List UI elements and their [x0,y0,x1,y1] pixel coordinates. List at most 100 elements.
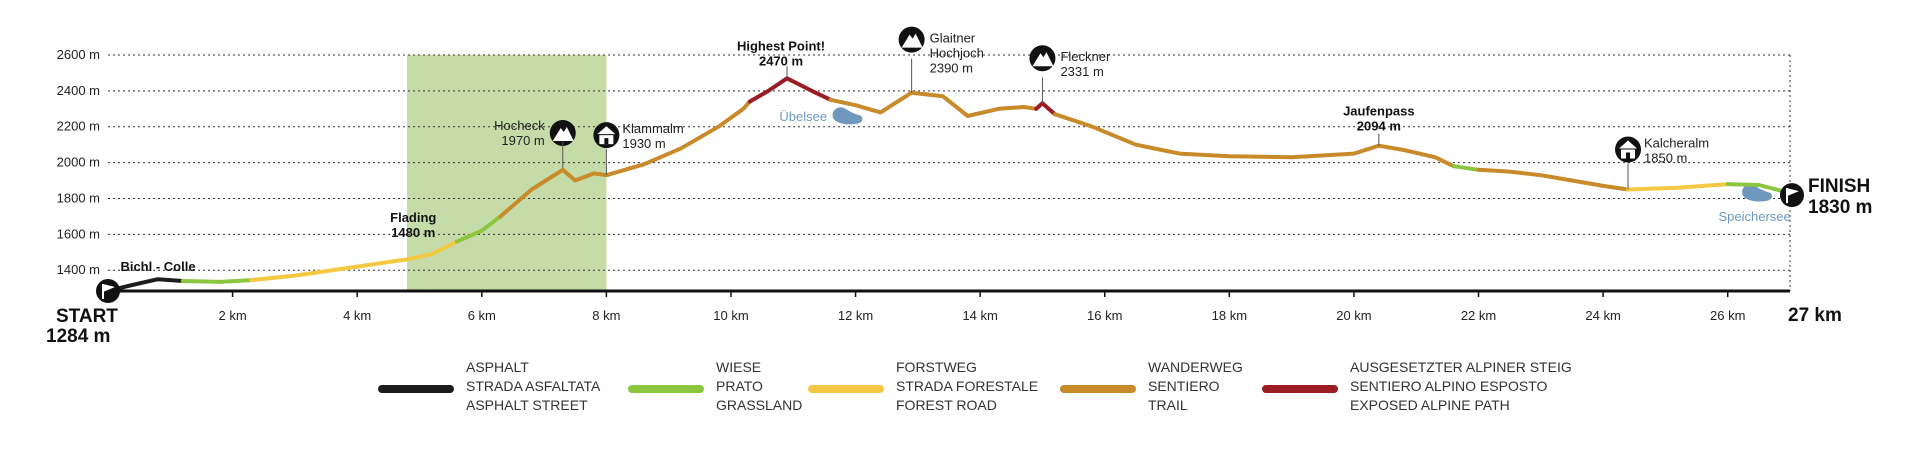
annotation-label: Highest Point! [737,38,825,53]
annotation-label: 1970 m [501,133,544,148]
y-tick-label: 2000 m [57,155,100,170]
profile-segment-grassland [180,278,254,284]
highlighted-section-layer [407,55,607,291]
x-tick-label: 24 km [1585,308,1620,323]
legend-swatch [1060,385,1136,393]
annotation-label: 1850 m [1644,150,1687,165]
lake-shape [832,107,863,125]
profile-segment-trail [498,99,752,219]
end-distance-label: 27 km [1788,305,1842,326]
legend-line: ASPHALT [466,359,529,375]
start-flag-icon-disc [96,279,120,303]
mountain-icon [898,26,925,53]
start-flag-icon [96,279,120,303]
x-tick-label: 8 km [592,308,620,323]
profile-segment-alpine [747,76,833,104]
profile-segment-trail [1052,112,1456,169]
y-tick-label: 2600 m [57,47,100,62]
profile-segment-grassland [1451,164,1481,172]
grid-layer [108,54,1791,291]
legend-line: GRASSLAND [716,397,803,413]
lake-layer: Übelsee Speichersee [779,107,1791,224]
legend-line: STRADA ASFALTATA [466,378,601,394]
x-tick-label: 20 km [1336,308,1371,323]
x-tick-label: 22 km [1461,308,1496,323]
legend-line: AUSGESETZTER ALPINER STEIG [1350,359,1572,375]
legend-text: ASPHALT STRADA ASFALTATA ASPHALT STREET [466,358,600,415]
finish-flag-icon [1780,183,1804,208]
profile-segment-forest-road [249,239,459,283]
annotation-label: 2470 m [759,53,803,68]
y-tick-label: 1400 m [57,262,100,277]
legend-swatch [808,385,884,393]
annotation-label: Glaitner [930,31,976,46]
legend-line: FOREST ROAD [896,397,997,413]
x-tick-label: 4 km [343,308,371,323]
x-tick-label: 10 km [713,308,748,323]
start-flag-icon-banner [103,284,115,292]
legend-text: WANDERWEG SENTIERO TRAIL [1148,358,1243,415]
annotation-label: Hocheck [494,118,545,133]
x-tick-label: 6 km [468,308,496,323]
legend-line: SENTIERO ALPINO ESPOSTO [1350,378,1548,394]
profile-segment-forest-road [1626,182,1730,192]
annotation-label: 2331 m [1060,64,1103,79]
hut-icon-roof [1619,140,1638,149]
legend-line: PRATO [716,378,763,394]
legend-line: ASPHALT STREET [466,397,588,413]
finish-flag-icon-disc [1780,183,1804,208]
x-tick-label: 2 km [219,308,247,323]
profile-segment-trail [1476,167,1630,192]
x-tick-label: 16 km [1087,308,1122,323]
annotation-label: Klammalm [622,121,683,136]
finish-flag-icon-banner [1787,188,1799,197]
annotation-label: Kalcheralm [1644,135,1709,150]
hut-icon-door [604,138,609,145]
annotation-label: 1480 m [391,225,435,240]
legend-line: WANDERWEG [1148,359,1243,375]
hut-icon [593,122,620,149]
x-tick-label: 26 km [1710,308,1745,323]
legend-text: FORSTWEG STRADA FORESTALE FOREST ROAD [896,358,1038,415]
x-tick-label: 18 km [1212,308,1247,323]
finish-label: FINISH [1808,176,1870,197]
surface-legend: ASPHALT STRADA ASFALTATA ASPHALT STREET WIE… [0,358,1920,428]
lake-label: Speichersee [1718,209,1790,224]
mountain-icon-peak [901,33,923,48]
profile-segment-alpine [1034,101,1057,117]
y-tick-label: 1600 m [57,226,100,241]
legend-swatch [628,385,704,393]
legend-text: AUSGESETZTER ALPINER STEIG SENTIERO ALPIN… [1350,358,1572,415]
annotation-label: 2094 m [1357,119,1401,134]
finish-elevation: 1830 m [1808,197,1872,218]
legend-line: WIESE [716,359,762,375]
y-tick-label: 1800 m [57,190,100,205]
annotation-label: Hochjoch [930,46,984,61]
x-tick-label: 12 km [838,308,873,323]
y-tick-label: 2200 m [57,119,100,134]
legend-line: STRADA FORESTALE [896,378,1039,394]
legend-line: SENTIERO [1148,378,1220,394]
axis-layer: 1400 m 1600 m 1800 m 2000 m 2200 m 2400 m 2600… [57,47,1842,326]
legend-swatch [378,385,454,393]
start-elevation: 1284 m [46,326,110,347]
hut-icon-roof [597,126,616,135]
legend-line: EXPOSED ALPINE PATH [1350,397,1510,413]
mountain-icon-peak [552,126,574,141]
annotation-label: Jaufenpass [1343,104,1415,119]
annotation-label: 1930 m [622,136,665,151]
profile-layer [106,76,1792,293]
legend-line: FORSTWEG [896,359,977,375]
start-label: START [56,306,118,327]
mountain-icon [1029,45,1056,72]
mountain-icon [549,119,576,146]
annotation-label: Fleckner [1060,49,1111,64]
x-tick-label: 14 km [962,308,997,323]
annotation-label: Flading [390,210,436,225]
lake-shape [1742,184,1772,202]
annotation-label: Bichl - Colle [120,259,195,274]
legend-line: TRAIL [1148,397,1188,413]
